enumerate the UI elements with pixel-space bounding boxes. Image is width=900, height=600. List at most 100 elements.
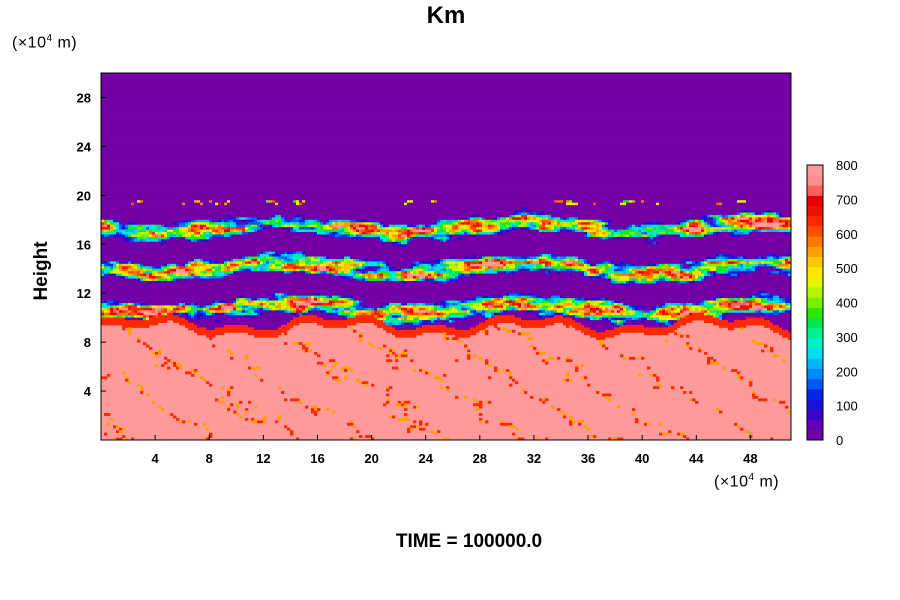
heatmap-cell (773, 117, 776, 120)
heatmap-cell (152, 97, 155, 100)
heatmap-cell (554, 124, 557, 127)
heatmap-cell (479, 119, 482, 122)
heatmap-cell (425, 105, 428, 108)
heatmap-cell (422, 97, 425, 100)
heatmap-cell (773, 78, 776, 81)
heatmap-cell (215, 85, 218, 88)
heatmap-cell (761, 105, 764, 108)
heatmap-cell (545, 100, 548, 103)
heatmap-cell (677, 78, 680, 81)
heatmap-cell (203, 112, 206, 115)
heatmap-cell (395, 112, 398, 115)
heatmap-cell (185, 95, 188, 98)
heatmap-cell (125, 83, 128, 86)
heatmap-cell (299, 102, 302, 105)
heatmap-cell (590, 119, 593, 122)
heatmap-cell (581, 75, 584, 78)
heatmap-cell (623, 85, 626, 88)
heatmap-cell (740, 75, 743, 78)
heatmap-cell (395, 105, 398, 108)
heatmap-cell (185, 97, 188, 100)
heatmap-cell (161, 119, 164, 122)
heatmap-cell (191, 117, 194, 120)
heatmap-cell (362, 90, 365, 93)
heatmap-cell (521, 110, 524, 113)
heatmap-cell (482, 107, 485, 110)
heatmap-cell (188, 90, 191, 93)
heatmap-cell (368, 110, 371, 113)
heatmap-cell (575, 107, 578, 110)
heatmap-cell (308, 97, 311, 100)
heatmap-cell (101, 105, 104, 108)
heatmap-cell (221, 107, 224, 110)
heatmap-cell (323, 78, 326, 81)
heatmap-cell (590, 95, 593, 98)
heatmap-cell (419, 110, 422, 113)
heatmap-cell (152, 78, 155, 81)
heatmap-cell (551, 112, 554, 115)
heatmap-cell (230, 124, 233, 127)
heatmap-cell (770, 85, 773, 88)
heatmap-cell (518, 83, 521, 86)
heatmap-cell (767, 107, 770, 110)
heatmap-cell (599, 112, 602, 115)
heatmap-cell (521, 97, 524, 100)
heatmap-cell (431, 93, 434, 96)
heatmap-cell (587, 88, 590, 91)
heatmap-cell (254, 95, 257, 98)
heatmap-cell (560, 110, 563, 113)
heatmap-cell (536, 75, 539, 78)
heatmap-cell (344, 122, 347, 125)
heatmap-cell (419, 102, 422, 105)
heatmap-cell (686, 112, 689, 115)
heatmap-cell (152, 80, 155, 83)
heatmap-cell (512, 75, 515, 78)
heatmap-cell (128, 112, 131, 115)
heatmap-cell (347, 83, 350, 86)
heatmap-cell (740, 97, 743, 100)
heatmap-cell (539, 93, 542, 96)
heatmap-cell (611, 83, 614, 86)
heatmap-cell (683, 97, 686, 100)
heatmap-cell (581, 80, 584, 83)
heatmap-cell (482, 102, 485, 105)
heatmap-cell (425, 75, 428, 78)
heatmap-cell (464, 95, 467, 98)
heatmap-cell (200, 107, 203, 110)
heatmap-cell (551, 75, 554, 78)
heatmap-cell (188, 112, 191, 115)
heatmap-cell (212, 115, 215, 118)
heatmap-cell (248, 100, 251, 103)
heatmap-cell (416, 88, 419, 91)
heatmap-cell (485, 102, 488, 105)
heatmap-cell (146, 100, 149, 103)
heatmap-cell (629, 100, 632, 103)
heatmap-cell (404, 90, 407, 93)
heatmap-cell (533, 83, 536, 86)
heatmap-cell (476, 107, 479, 110)
heatmap-cell (779, 115, 782, 118)
heatmap-cell (530, 102, 533, 105)
heatmap-cell (371, 88, 374, 91)
heatmap-cell (125, 90, 128, 93)
heatmap-cell (293, 110, 296, 113)
heatmap-cell (752, 75, 755, 78)
heatmap-cell (329, 100, 332, 103)
heatmap-cell (323, 124, 326, 127)
heatmap-cell (341, 124, 344, 127)
heatmap-cell (533, 119, 536, 122)
heatmap-cell (437, 85, 440, 88)
heatmap-cell (434, 90, 437, 93)
heatmap-cell (512, 124, 515, 127)
heatmap-cell (239, 95, 242, 98)
heatmap-cell (671, 83, 674, 86)
heatmap-cell (113, 97, 116, 100)
heatmap-cell (473, 93, 476, 96)
heatmap-cell (635, 107, 638, 110)
heatmap-cell (326, 100, 329, 103)
heatmap-cell (584, 110, 587, 113)
heatmap-cell (554, 78, 557, 81)
heatmap-cell (476, 119, 479, 122)
heatmap-cell (398, 115, 401, 118)
heatmap-cell (698, 112, 701, 115)
